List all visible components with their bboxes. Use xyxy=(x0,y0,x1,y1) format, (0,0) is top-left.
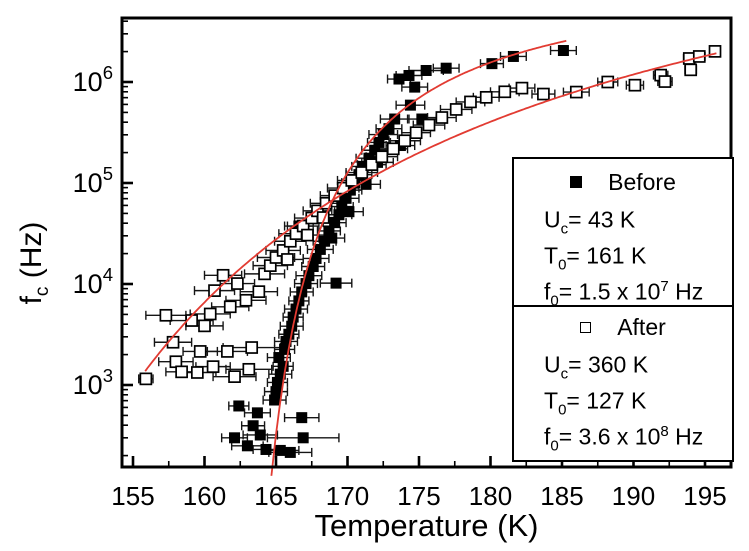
svg-text:105: 105 xyxy=(73,163,113,198)
fit-curve-before xyxy=(270,39,567,476)
param-symbol: T xyxy=(544,242,559,269)
param-symbol: f xyxy=(544,423,551,450)
markers-after xyxy=(139,45,722,386)
param-unit: Hz xyxy=(668,423,704,450)
param-symbol: T xyxy=(544,387,559,414)
svg-text:195: 195 xyxy=(683,481,726,511)
legend-header-after: After xyxy=(514,312,732,342)
open-square-icon xyxy=(580,321,592,333)
legend-param-f0-before: f0= 1.5 x 107 Hz xyxy=(514,269,732,309)
param-value: = 3.6 x 10 xyxy=(558,423,661,450)
param-subscript: c xyxy=(560,220,569,238)
svg-text:190: 190 xyxy=(612,481,655,511)
legend-param-t0-before: T0= 161 K xyxy=(514,233,732,274)
param-symbol: U xyxy=(544,206,561,233)
param-subscript: 0 xyxy=(550,292,559,310)
legend-section-after: After Uc= 360 K T0= 127 K f0= 3.6 x 108 … xyxy=(514,305,732,454)
param-subscript: 0 xyxy=(550,437,559,455)
y-axis-ticks xyxy=(122,20,133,457)
legend-param-t0-after: T0= 127 K xyxy=(514,378,732,419)
filled-square-icon xyxy=(570,176,583,188)
param-subscript: 0 xyxy=(558,256,567,274)
svg-text:170: 170 xyxy=(326,481,369,511)
param-unit: Hz xyxy=(668,278,704,305)
legend-section-before: Before Uc= 43 K T0= 161 K f0= 1.5 x 107 … xyxy=(514,167,732,310)
y-axis-title-unit: (Hz) xyxy=(15,221,48,287)
legend-param-f0-after: f0= 3.6 x 108 Hz xyxy=(514,414,732,454)
svg-text:185: 185 xyxy=(540,481,583,511)
param-exponent: 7 xyxy=(660,278,669,295)
x-axis-tick-labels: 155 160 165 170 175 180 185 190 195 xyxy=(111,481,726,511)
legend-label-before: Before xyxy=(608,168,676,195)
y-axis-title-sub: c xyxy=(32,286,53,297)
y-axis-tick-labels: 103 104 105 106 xyxy=(73,62,113,400)
param-symbol: f xyxy=(544,278,551,305)
param-subscript: 0 xyxy=(558,401,567,419)
legend-label-after: After xyxy=(617,313,666,340)
param-value: = 127 K xyxy=(566,387,647,414)
svg-text:104: 104 xyxy=(73,264,113,299)
x-axis-title: Temperature (K) xyxy=(314,508,539,543)
y-axis-title: fc (Hz) xyxy=(15,123,53,403)
y-axis-title-base: f xyxy=(15,296,48,305)
legend-header-before: Before xyxy=(514,167,732,197)
svg-text:175: 175 xyxy=(397,481,440,511)
param-subscript: c xyxy=(560,365,569,383)
param-symbol: U xyxy=(544,351,561,378)
svg-text:155: 155 xyxy=(111,481,154,511)
svg-text:106: 106 xyxy=(73,62,113,97)
param-exponent: 8 xyxy=(660,423,669,440)
legend-param-uc-before: Uc= 43 K xyxy=(514,197,732,238)
svg-text:103: 103 xyxy=(73,365,113,400)
param-value: = 360 K xyxy=(568,351,649,378)
svg-text:160: 160 xyxy=(183,481,226,511)
svg-text:165: 165 xyxy=(254,481,297,511)
legend-box: Before Uc= 43 K T0= 161 K f0= 1.5 x 107 … xyxy=(512,157,734,462)
legend-param-uc-after: Uc= 360 K xyxy=(514,342,732,383)
param-value: = 1.5 x 10 xyxy=(558,278,661,305)
param-value: = 43 K xyxy=(568,206,636,233)
fit-curve-after xyxy=(144,52,717,372)
svg-text:180: 180 xyxy=(469,481,512,511)
param-value: = 161 K xyxy=(566,242,647,269)
